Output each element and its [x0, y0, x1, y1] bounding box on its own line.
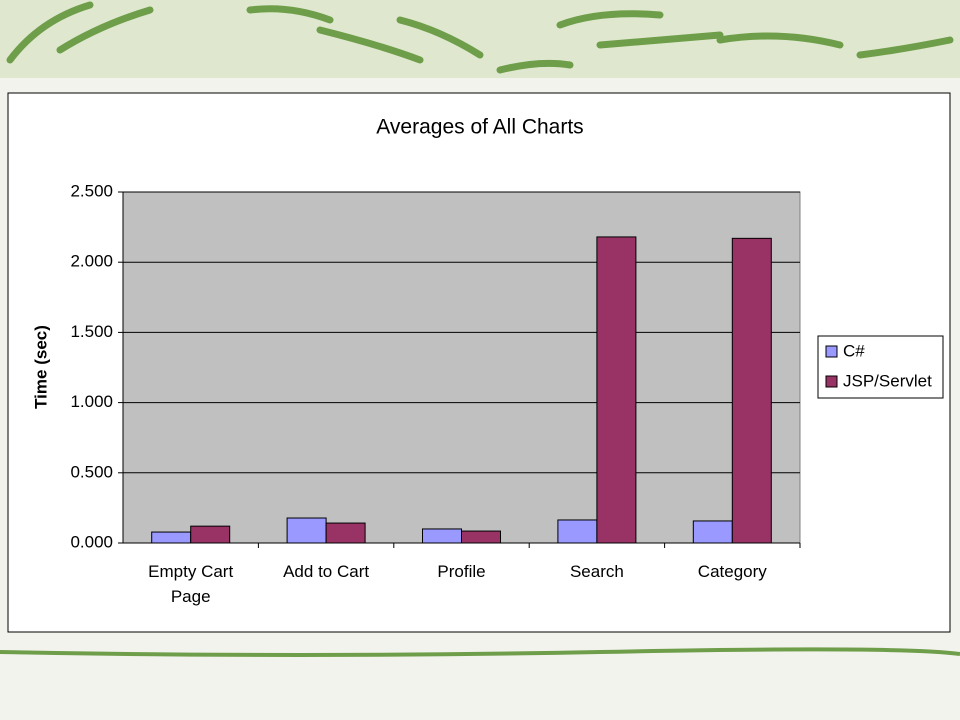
legend	[817, 335, 944, 399]
y-tick-label: 1.000	[70, 392, 113, 411]
bar	[190, 525, 231, 544]
x-tick-label: Empty Cart Page	[148, 562, 234, 606]
y-tick-label: 0.500	[70, 462, 113, 481]
bar	[461, 530, 501, 544]
chart-title: Averages of All Charts	[376, 116, 583, 139]
legend-label: JSP/Servlet	[843, 371, 932, 390]
y-axis-label: Time (sec)	[31, 325, 50, 409]
legend-swatch	[825, 345, 838, 358]
y-tick-label: 2.000	[70, 252, 113, 271]
legend-label: C#	[843, 341, 865, 360]
legend-swatch	[825, 375, 838, 388]
bar	[692, 520, 733, 544]
leaf-decoration	[6, 1, 954, 74]
y-tick-label: 0.000	[70, 532, 113, 551]
bar	[422, 528, 462, 544]
x-tick-label: Category	[697, 562, 767, 581]
plot-area	[122, 191, 801, 544]
bar	[325, 522, 366, 544]
y-tick-label: 1.500	[70, 322, 113, 341]
bar	[557, 519, 598, 544]
bar	[286, 517, 327, 544]
x-tick-label: Add to Cart	[283, 562, 370, 581]
bar	[731, 237, 772, 544]
x-tick-label: Profile	[437, 562, 486, 581]
bar	[596, 236, 637, 544]
bar	[151, 531, 192, 544]
divider	[0, 647, 960, 657]
y-tick-label: 2.500	[70, 181, 113, 200]
x-tick-label: Search	[569, 562, 624, 581]
